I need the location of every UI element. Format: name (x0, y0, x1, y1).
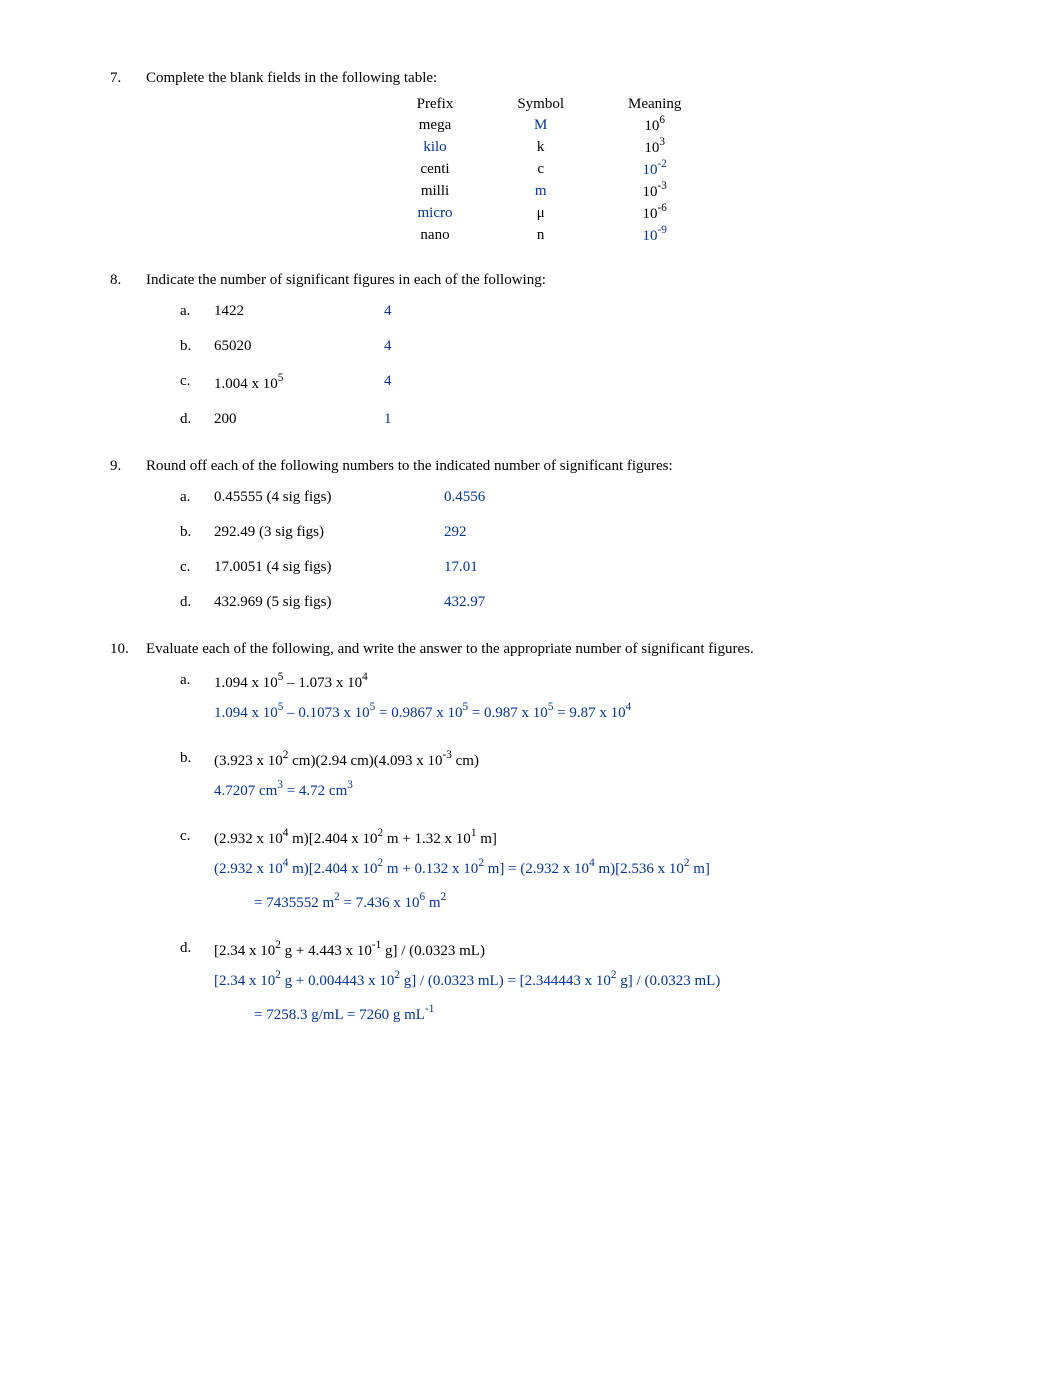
round-row: b.292.49 (3 sig figs)292 (180, 524, 952, 541)
symbol-cell: k (485, 136, 596, 158)
table-row: microμ10-6 (385, 202, 714, 224)
sigfig-answer: 1 (384, 411, 952, 428)
prefix-table: Prefix Symbol Meaning megaM106kilok103ce… (385, 95, 714, 246)
sigfig-answer: 4 (384, 338, 952, 355)
table-header: Prefix (385, 95, 486, 114)
round-value: 0.45555 (4 sig figs) (214, 489, 444, 506)
prefix-cell: nano (385, 224, 486, 246)
round-answer: 432.97 (444, 594, 952, 611)
expression: [2.34 x 102 g + 4.443 x 10-1 g] / (0.032… (214, 940, 952, 960)
expression: (3.923 x 102 cm)(2.94 cm)(4.093 x 10-3 c… (214, 750, 952, 770)
sigfig-row: b.650204 (180, 338, 952, 355)
table-row: centic10-2 (385, 158, 714, 180)
meaning-cell: 103 (596, 136, 713, 158)
sub-letter: c. (180, 373, 214, 393)
sigfig-value: 200 (214, 411, 384, 428)
sigfig-answer: 4 (384, 373, 952, 393)
sub-letter: d. (180, 594, 214, 611)
table-header: Symbol (485, 95, 596, 114)
work-line: [2.34 x 102 g + 0.004443 x 102 g] / (0.0… (214, 970, 952, 990)
meaning-cell: 10-9 (596, 224, 713, 246)
round-value: 17.0051 (4 sig figs) (214, 559, 444, 576)
question-prompt: Complete the blank fields in the followi… (146, 70, 952, 87)
prefix-cell: centi (385, 158, 486, 180)
round-row: c.17.0051 (4 sig figs)17.01 (180, 559, 952, 576)
meaning-cell: 10-2 (596, 158, 713, 180)
round-row: d.432.969 (5 sig figs)432.97 (180, 594, 952, 611)
sigfig-value: 1422 (214, 303, 384, 320)
sigfig-value: 65020 (214, 338, 384, 355)
sub-letter: b. (180, 524, 214, 541)
sigfig-row: d.2001 (180, 411, 952, 428)
work-line: = 7258.3 g/mL = 7260 g mL-1 (214, 1004, 952, 1024)
sub-letter: b. (180, 750, 214, 814)
sigfig-answer: 4 (384, 303, 952, 320)
meaning-cell: 10-6 (596, 202, 713, 224)
work-line: 1.094 x 105 – 0.1073 x 105 = 0.9867 x 10… (214, 702, 952, 722)
question-number: 7. (110, 70, 146, 260)
question-prompt: Evaluate each of the following, and writ… (146, 641, 952, 658)
work-line: (2.932 x 104 m)[2.404 x 102 m + 0.132 x … (214, 858, 952, 878)
round-answer: 0.4556 (444, 489, 952, 506)
table-row: nanon10-9 (385, 224, 714, 246)
sigfig-value: 1.004 x 105 (214, 373, 384, 393)
prefix-cell: kilo (385, 136, 486, 158)
symbol-cell: μ (485, 202, 596, 224)
question-prompt: Indicate the number of significant figur… (146, 272, 952, 289)
expression: (2.932 x 104 m)[2.404 x 102 m + 1.32 x 1… (214, 828, 952, 848)
round-row: a.0.45555 (4 sig figs)0.4556 (180, 489, 952, 506)
sub-letter: d. (180, 940, 214, 1038)
prefix-cell: micro (385, 202, 486, 224)
sigfig-row: a.14224 (180, 303, 952, 320)
symbol-cell: m (485, 180, 596, 202)
sub-letter: c. (180, 828, 214, 926)
question-number: 9. (110, 458, 146, 629)
meaning-cell: 10-3 (596, 180, 713, 202)
sub-letter: d. (180, 411, 214, 428)
symbol-cell: n (485, 224, 596, 246)
round-answer: 17.01 (444, 559, 952, 576)
question-prompt: Round off each of the following numbers … (146, 458, 952, 475)
prefix-cell: milli (385, 180, 486, 202)
question-number: 10. (110, 641, 146, 1052)
round-value: 292.49 (3 sig figs) (214, 524, 444, 541)
work-line: 4.7207 cm3 = 4.72 cm3 (214, 780, 952, 800)
table-row: megaM106 (385, 114, 714, 136)
question-number: 8. (110, 272, 146, 446)
sub-letter: c. (180, 559, 214, 576)
table-row: kilok103 (385, 136, 714, 158)
sub-letter: a. (180, 672, 214, 736)
sub-letter: a. (180, 303, 214, 320)
work-line: = 7435552 m2 = 7.436 x 106 m2 (214, 892, 952, 912)
round-value: 432.969 (5 sig figs) (214, 594, 444, 611)
table-header: Meaning (596, 95, 713, 114)
symbol-cell: c (485, 158, 596, 180)
sub-letter: b. (180, 338, 214, 355)
table-row: millim10-3 (385, 180, 714, 202)
round-answer: 292 (444, 524, 952, 541)
sub-letter: a. (180, 489, 214, 506)
expression: 1.094 x 105 – 1.073 x 104 (214, 672, 952, 692)
meaning-cell: 106 (596, 114, 713, 136)
sigfig-row: c.1.004 x 1054 (180, 373, 952, 393)
prefix-cell: mega (385, 114, 486, 136)
symbol-cell: M (485, 114, 596, 136)
